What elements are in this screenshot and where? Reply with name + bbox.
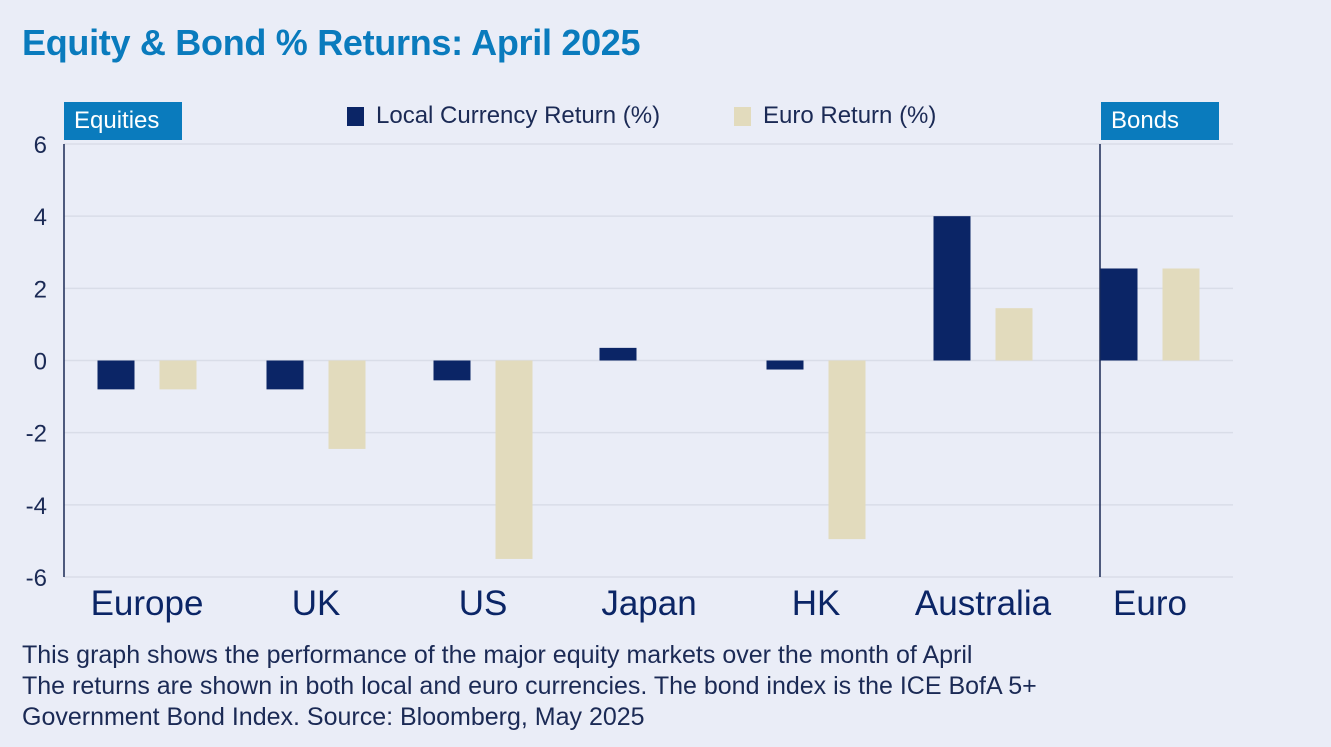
- x-category-label: US: [459, 584, 508, 623]
- bar-local-euro: [1100, 268, 1138, 361]
- bar-euro-australia: [995, 308, 1033, 361]
- bar-local-us: [433, 360, 471, 381]
- equities-section-label: Equities: [64, 102, 182, 140]
- x-category-label: Euro: [1113, 584, 1187, 623]
- legend-swatch-euro: [734, 106, 751, 126]
- bar-euro-us: [495, 360, 533, 559]
- footnote: This graph shows the performance of the …: [22, 640, 1312, 733]
- bonds-section-label: Bonds: [1101, 102, 1219, 140]
- tick-labels: 6 4 2 0 -2 -4 -6 Europe UK US Japan HK Australia Euro: [26, 132, 1187, 623]
- x-category-label: Australia: [915, 584, 1052, 623]
- legend-label-local: Local Currency Return (%): [376, 102, 661, 129]
- footnote-line-3: Government Bond Index. Source: Bloomberg…: [22, 703, 645, 731]
- y-tick-label: 2: [34, 276, 47, 303]
- y-tick-label: -6: [26, 565, 47, 592]
- legend-item-local: Local Currency Return (%): [347, 102, 660, 130]
- x-category-label: Europe: [91, 584, 204, 623]
- bar-euro-uk: [328, 360, 366, 449]
- bar-euro-hk: [828, 360, 866, 540]
- bar-euro-europe: [159, 360, 197, 390]
- bar-local-uk: [266, 360, 304, 390]
- y-tick-label: 4: [34, 204, 47, 231]
- bar-local-japan: [599, 347, 637, 361]
- bar-local-europe: [97, 360, 135, 390]
- y-tick-label: -4: [26, 493, 47, 520]
- x-category-label: UK: [292, 584, 341, 623]
- legend-item-euro: Euro Return (%): [734, 102, 936, 130]
- bar-local-australia: [933, 216, 971, 361]
- gridlines: [64, 143, 1233, 578]
- y-tick-label: 6: [34, 132, 47, 159]
- y-tick-label: -2: [26, 421, 47, 448]
- footnote-line-2: The returns are shown in both local and …: [22, 672, 1037, 700]
- chart-title: Equity & Bond % Returns: April 2025: [22, 22, 641, 63]
- x-category-label: Japan: [601, 584, 696, 623]
- bars: [97, 216, 1200, 559]
- footnote-line-1: This graph shows the performance of the …: [22, 641, 973, 669]
- axes: [63, 144, 1101, 577]
- legend-label-euro: Euro Return (%): [763, 102, 937, 129]
- bar-euro-euro: [1162, 268, 1200, 361]
- y-tick-label: 0: [34, 349, 47, 376]
- bar-local-hk: [766, 360, 804, 370]
- x-category-label: HK: [792, 584, 841, 623]
- legend-swatch-local: [347, 106, 364, 126]
